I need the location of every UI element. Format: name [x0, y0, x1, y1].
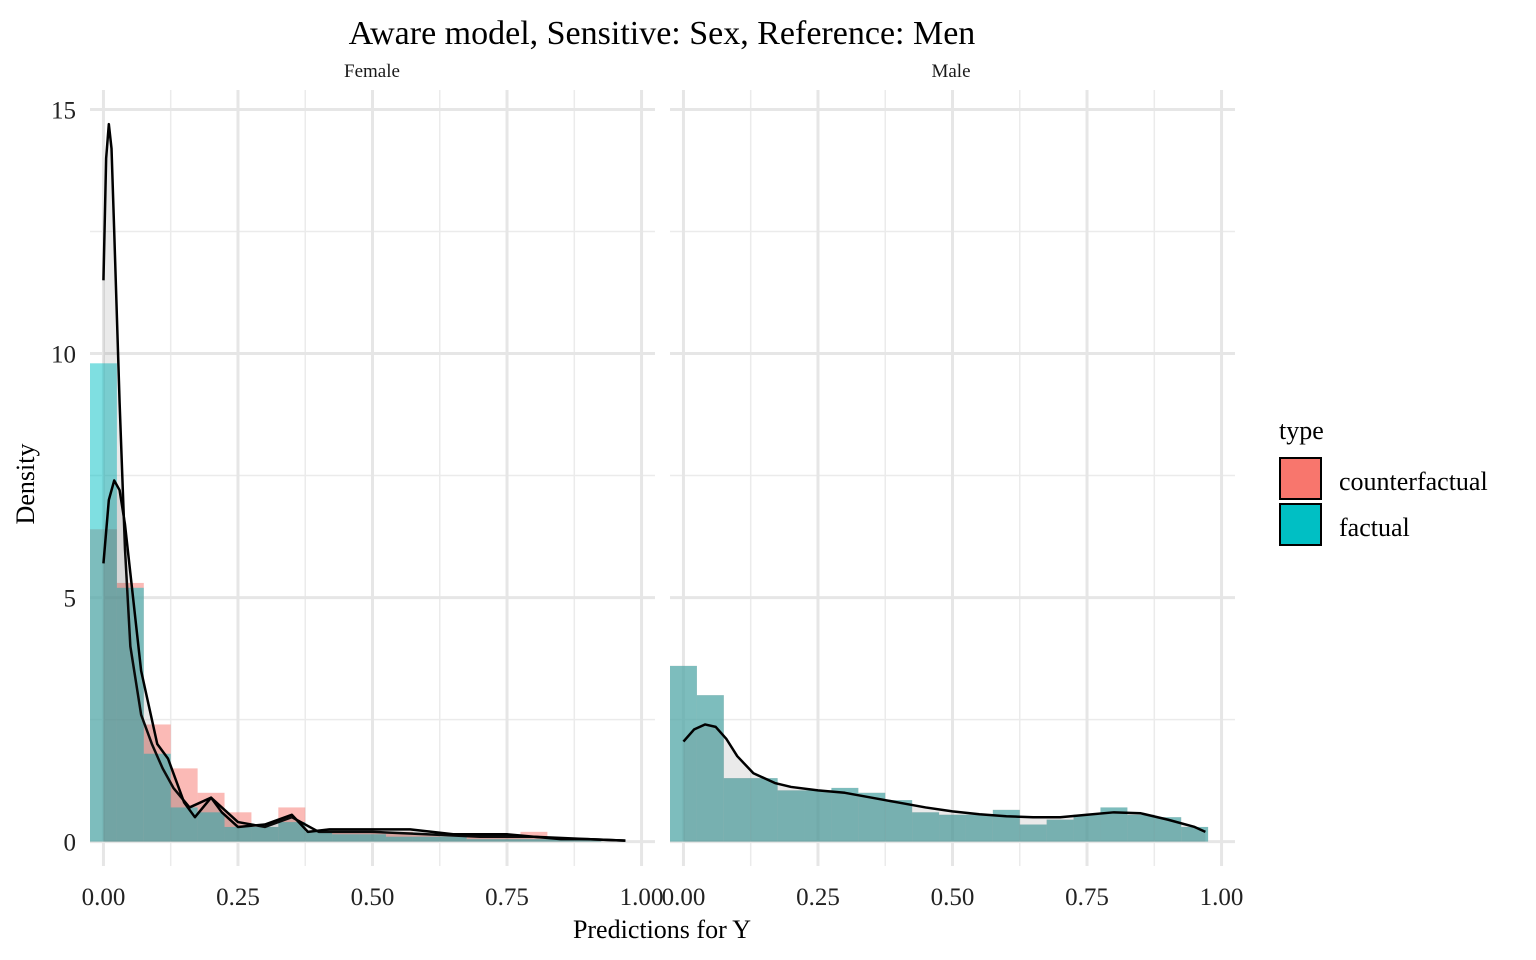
histogram-bar-factual [670, 665, 697, 842]
histogram-bar-factual [1046, 819, 1074, 842]
histogram-bar-factual [831, 787, 859, 842]
legend: type counterfactual factual [1279, 416, 1488, 546]
legend-title: type [1279, 416, 1324, 445]
density-curve-counterfactual [102, 479, 626, 842]
density-fill-combined [683, 724, 1206, 842]
histogram-bar-factual [777, 790, 805, 842]
x-tick-label: 0.75 [1065, 884, 1109, 911]
x-tick-label: 0.00 [82, 884, 126, 911]
histogram-bar-factual [197, 812, 225, 842]
histogram-bar-factual [723, 778, 751, 842]
histogram-bar-factual [90, 363, 117, 842]
histogram-bar-factual [332, 834, 360, 842]
histogram-bar-factual [1127, 814, 1155, 842]
x-tick-label: 0.00 [662, 884, 706, 911]
x-axis-male: 0.00 0.25 0.50 0.75 1.00 [662, 884, 1244, 911]
y-tick-label: 10 [51, 342, 76, 369]
x-axis-female: 0.00 0.25 0.50 0.75 1.00 [82, 884, 664, 911]
histogram-bar-factual [1073, 814, 1101, 842]
density-curve-combined [682, 723, 1206, 833]
histogram-bar-factual [696, 695, 724, 842]
histogram-bar-factual [143, 753, 171, 842]
histogram-bar-factual [466, 839, 494, 842]
histogram-bar-factual [493, 839, 521, 842]
x-tick-label: 0.25 [796, 884, 840, 911]
density-fill-counterfactual [103, 480, 626, 842]
density-fill-factual [103, 124, 626, 842]
x-tick-label: 0.25 [216, 884, 260, 911]
histogram-bar-factual [359, 834, 386, 842]
histogram-bar-factual [305, 831, 333, 842]
legend-swatch-factual [1279, 503, 1322, 546]
histogram-bar-factual [412, 836, 440, 842]
x-tick-label: 1.00 [620, 884, 664, 911]
histogram-bar-factual [939, 814, 966, 842]
histogram-bar-factual [520, 839, 548, 842]
histogram-bar-factual [804, 790, 832, 842]
panel-strip-female: Female [344, 61, 400, 82]
y-tick-label: 0 [64, 830, 77, 857]
histogram-bar-factual [885, 800, 913, 842]
histogram-bar-factual [965, 814, 993, 842]
histogram-bar-factual [385, 836, 413, 842]
legend-label-counterfactual: counterfactual [1339, 467, 1488, 496]
x-tick-label: 0.75 [485, 884, 529, 911]
panel-strip-male: Male [931, 61, 970, 82]
histogram-bar-factual [224, 826, 252, 842]
chart-title: Aware model, Sensitive: Sex, Reference: … [349, 15, 976, 52]
legend-swatch-counterfactual [1279, 457, 1322, 500]
histogram-bar-factual [251, 826, 279, 842]
histogram-bar-factual [750, 778, 778, 842]
histogram-bar-factual [912, 812, 940, 842]
y-axis-label: Density [11, 444, 40, 525]
y-tick-label: 5 [64, 586, 77, 613]
x-tick-label: 0.50 [351, 884, 395, 911]
histogram-bar-factual [439, 836, 467, 842]
panel-female [90, 90, 655, 866]
y-tick-label: 15 [51, 98, 76, 125]
x-tick-label: 1.00 [1200, 884, 1244, 911]
histogram-bar-factual [1019, 824, 1047, 842]
histogram-bar-factual [858, 792, 886, 842]
panel-male [670, 90, 1235, 866]
x-axis-label: Predictions for Y [573, 915, 751, 944]
legend-label-factual: factual [1339, 513, 1410, 542]
histogram-bar-factual [278, 822, 306, 842]
x-tick-label: 0.50 [931, 884, 975, 911]
y-axis: 0 5 10 15 [51, 98, 76, 857]
